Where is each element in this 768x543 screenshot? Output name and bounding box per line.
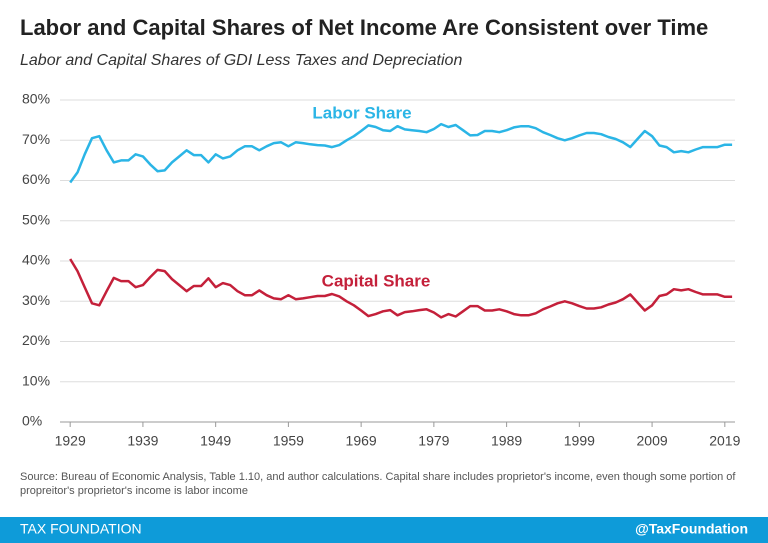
series-line [69, 122, 733, 184]
x-tick-label: 2009 [637, 433, 668, 449]
footer-brand: TAX FOUNDATION [20, 521, 142, 537]
x-tick-label: 1959 [273, 433, 304, 449]
y-tick-label: 50% [22, 211, 50, 227]
y-tick-label: 30% [22, 292, 50, 308]
x-tick-label: 1949 [200, 433, 231, 449]
y-tick-label: 40% [22, 252, 50, 268]
y-tick-label: 60% [22, 171, 50, 187]
x-tick-label: 2019 [709, 433, 740, 449]
x-tick-label: 1979 [418, 433, 449, 449]
chart-subtitle: Labor and Capital Shares of GDI Less Tax… [20, 52, 462, 69]
y-tick-label: 0% [22, 413, 42, 429]
series-label: Labor Share [312, 103, 411, 122]
x-tick-label: 1929 [55, 433, 86, 449]
x-tick-label: 1989 [491, 433, 522, 449]
x-tick-label: 1999 [564, 433, 595, 449]
source-box: Source: Bureau of Economic Analysis, Tab… [20, 471, 736, 497]
x-tick-label: 1939 [127, 433, 158, 449]
x-tick-label: 1969 [346, 433, 377, 449]
y-tick-label: 20% [22, 332, 50, 348]
y-tick-label: 10% [22, 372, 50, 388]
y-tick-label: 80% [22, 91, 50, 107]
source-note: Source: Bureau of Economic Analysis, Tab… [20, 471, 736, 497]
y-tick-label: 70% [22, 131, 50, 147]
chart-title: Labor and Capital Shares of Net Income A… [20, 15, 708, 40]
series-label: Capital Share [322, 271, 431, 290]
footer-handle: @TaxFoundation [635, 521, 748, 537]
footer-bar [0, 517, 768, 543]
series-line [69, 258, 733, 319]
